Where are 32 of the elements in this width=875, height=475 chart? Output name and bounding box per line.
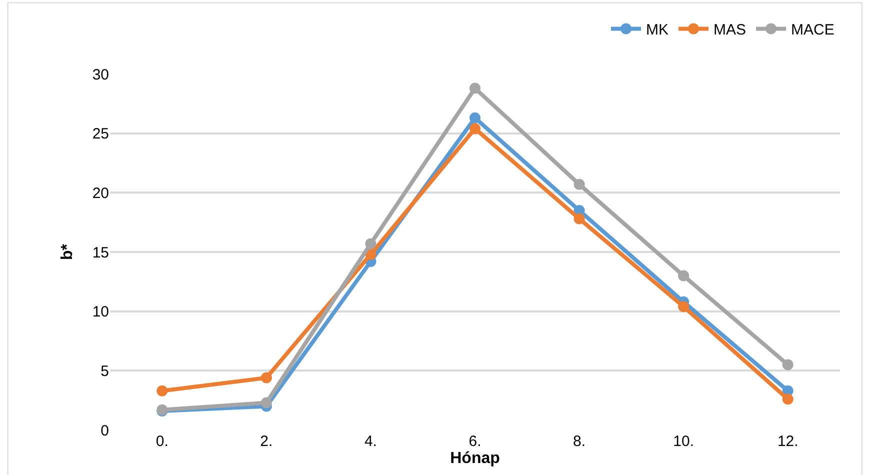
point [470,123,480,134]
y-tick-label: 20 [92,184,109,202]
point [470,82,480,94]
x-tick-label: 6. [468,433,482,450]
x-tick-label: 10. [673,433,694,450]
x-tick-label: 2. [260,433,273,450]
x-tick-label: 0. [156,433,168,450]
y-tick-label: 30 [92,66,109,84]
x-tick-label: 4. [364,433,377,450]
x-axis-title: Hónap [450,450,500,467]
x-tick-label: 12. [777,433,798,450]
x-tick-label: 8. [573,433,586,450]
y-tick-label: 25 [92,126,109,143]
y-axis-title: b* [59,243,76,260]
point [260,397,272,408]
point [365,238,376,250]
y-tick-label: 5 [100,362,109,380]
point [782,359,794,370]
y-tick-label: 10 [92,304,109,321]
point [574,213,585,224]
legend-label: MK [646,22,668,39]
y-tick-label: 0 [100,422,109,440]
point [470,112,480,124]
point [574,178,585,190]
point [260,372,272,384]
point [156,385,168,396]
point [678,270,690,282]
point [678,301,690,312]
legend-label: MAS [714,22,746,39]
y-tick-label: 15 [92,244,109,262]
legend-label: MACE [791,22,834,39]
point [782,394,794,405]
